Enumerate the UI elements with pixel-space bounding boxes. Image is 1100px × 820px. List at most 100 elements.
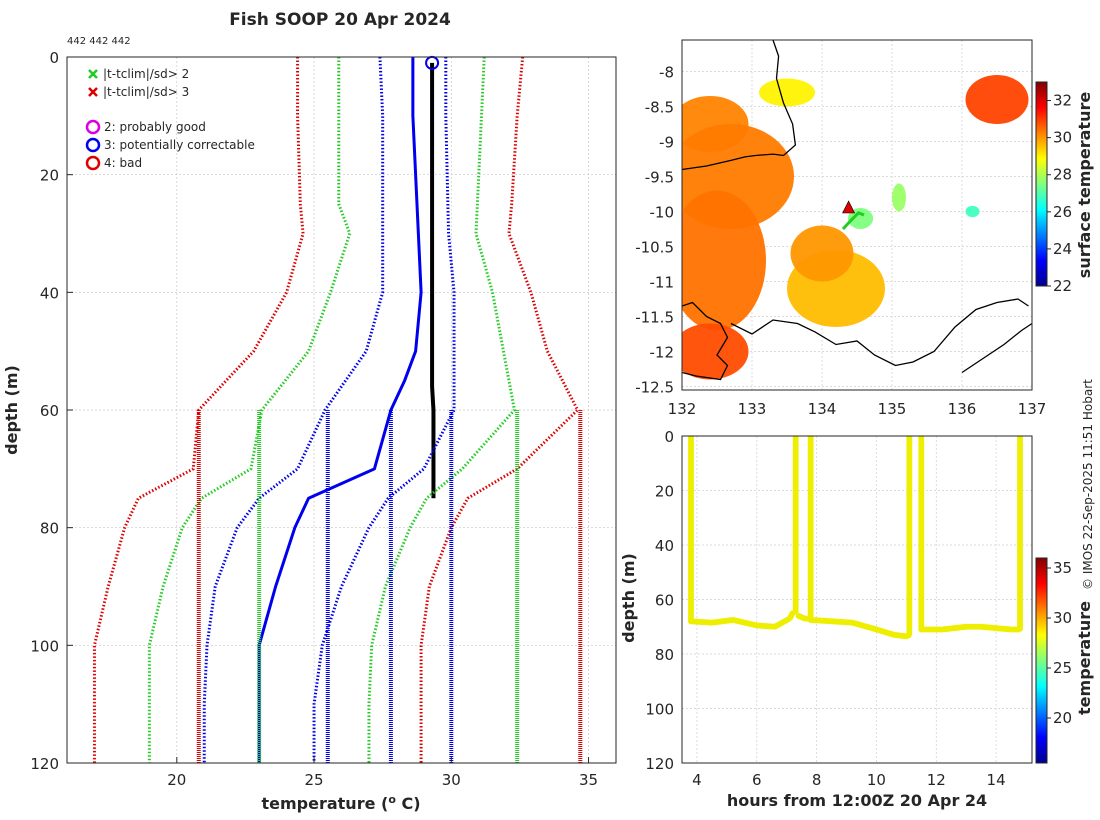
map-colorbar-ramp (1035, 81, 1048, 287)
dive-x-tick-label: 8 (812, 771, 822, 789)
map-colorbar-tick-label: 26 (1053, 203, 1072, 221)
map-ticks: 132 133 134 135 136 137 -8 -8.5 -9 -9.5 -10 -10.5 -1… (635, 64, 1046, 419)
legend-flag-label: |t-tclim|/sd> 3 (103, 85, 189, 99)
map-y-tick-label: -10.5 (635, 239, 674, 257)
map-y-tick-label: -9.5 (645, 169, 674, 187)
dive-colorbar-tick-label: 20 (1053, 709, 1072, 727)
map-station-marker (842, 200, 856, 214)
dive-y-tick-label: 0 (664, 428, 674, 446)
profile-x-tick-label: 35 (579, 771, 598, 789)
dive-colorbar-ticks: 20 25 30 35 (1047, 559, 1072, 727)
legend-qc-marker (85, 137, 101, 153)
map-sst-patches (682, 75, 1029, 380)
map-x-tick-label: 137 (1018, 400, 1047, 418)
map-sst-patch (682, 190, 766, 331)
map-y-tick-label: -10 (650, 204, 675, 222)
dive-colorbar-label: temperature (1075, 601, 1094, 715)
map-y-tick-label: -12.5 (635, 379, 674, 397)
legend-qc-label: 3: potentially correctable (104, 138, 255, 152)
map-colorbar-label: surface temperature (1075, 92, 1094, 279)
profile-x-tick-label: 20 (167, 771, 186, 789)
dive-track-segment (795, 612, 813, 622)
profile-y-tick-label: 120 (30, 755, 59, 773)
dive-x-tick-label: 12 (927, 771, 946, 789)
profile-y-tick-label: 0 (49, 49, 59, 67)
legend-flag-marker (88, 87, 98, 97)
map-coastline-segment (730, 298, 1029, 367)
map-coastline-segment (961, 322, 1032, 374)
dive-grid (682, 435, 1032, 764)
profile-y-tick-label: 20 (40, 167, 59, 185)
map-sst-patch (892, 183, 906, 212)
profile-x-label: temperature (o C) (261, 793, 420, 814)
dive-dots (687, 436, 1024, 640)
dive-x-tick-label: 4 (692, 771, 702, 789)
dive-colorbar-ramp (1035, 557, 1048, 764)
map-frame (681, 39, 1033, 391)
dive-track-segment (687, 610, 796, 630)
dive-track-segment (807, 616, 913, 640)
map-sst-patch (965, 75, 1029, 124)
dive-colorbar-tick-label: 30 (1053, 609, 1072, 627)
dive-y-tick-label: 120 (645, 755, 674, 773)
dive-colorbar-tick-label: 25 (1053, 659, 1072, 677)
map-y-tick-label: -8 (659, 64, 674, 82)
map-station-track (841, 211, 865, 231)
dive-x-tick-label: 10 (867, 771, 886, 789)
profile-line--1-sd (202, 57, 385, 763)
map-x-tick-label: 133 (738, 400, 767, 418)
map-station (841, 200, 865, 231)
sample-counts: 442 442 442 (67, 36, 131, 47)
map-coastline-segment (682, 40, 797, 171)
profile-legend: |t-tclim|/sd> 2 |t-tclim|/sd> 3 2: probabl… (85, 67, 255, 171)
dive-y-tick-label: 80 (655, 646, 674, 664)
dive-x-tick-label: 14 (987, 771, 1006, 789)
map-x-tick-label: 136 (948, 400, 977, 418)
profile-series (92, 57, 583, 763)
map-y-tick-label: -11 (650, 274, 675, 292)
profile-y-tick-label: 60 (40, 402, 59, 420)
map-x-tick-label: 134 (808, 400, 837, 418)
map-colorbar-tick-label: 24 (1053, 240, 1072, 258)
legend-qc-marker (85, 119, 101, 135)
map-sst-patch (682, 323, 749, 380)
profile-ticks: 20 25 30 35 0 20 40 60 80 100 120 (30, 49, 598, 789)
map-y-tick-label: -8.5 (645, 99, 674, 117)
dive-x-tick-label: 6 (752, 771, 762, 789)
dive-colorbar: 20 25 30 35 temperature (1035, 557, 1094, 764)
profile-line--1-sd (312, 57, 456, 763)
profile-line--2-sd (367, 57, 516, 763)
dive-y-tick-label: 40 (655, 537, 674, 555)
dive-x-label: hours from 12:00Z 20 Apr 24 (727, 791, 987, 810)
map-x-tick-label: 135 (878, 400, 907, 418)
profile-line--3-sd (419, 57, 580, 763)
dive-y-tick-label: 100 (645, 701, 674, 719)
dive-colorbar-tick-label: 35 (1053, 559, 1072, 577)
map-sst-patch (965, 205, 980, 218)
map-x-tick-label: 132 (668, 400, 697, 418)
profile-x-tick-label: 25 (305, 771, 324, 789)
profile-y-tick-label: 40 (40, 284, 59, 302)
dive-frame (681, 435, 1033, 764)
legend-flag-label: |t-tclim|/sd> 2 (103, 67, 189, 81)
map-axes: 132 133 134 135 136 137 -8 -8.5 -9 -9.5 -10 -10.5 -1… (635, 39, 1046, 419)
map-y-tick-label: -12 (650, 344, 675, 362)
dive-y-tick-label: 20 (655, 483, 674, 501)
legend-qc-label: 4: bad (104, 156, 142, 170)
map-colorbar-tick-label: 32 (1053, 92, 1072, 110)
legend-flag-marker (88, 69, 98, 79)
legend-qc-label: 2: probably good (104, 120, 206, 134)
profile-grid (67, 56, 616, 764)
dive-ticks: 4 6 8 10 12 14 0 20 40 60 80 100 120 (645, 428, 1005, 789)
map-colorbar-ticks: 22 24 26 28 30 32 (1047, 92, 1072, 295)
dive-y-label: depth (m) (619, 553, 638, 643)
profile-y-label: depth (m) (2, 365, 21, 455)
map-sst-patch (790, 225, 854, 282)
map-colorbar-tick-label: 22 (1053, 277, 1072, 295)
dive-axes: 4 6 8 10 12 14 0 20 40 60 80 100 120 hours from 12:0… (619, 428, 1033, 810)
map-coastline (682, 40, 1032, 381)
dive-y-tick-label: 60 (655, 592, 674, 610)
